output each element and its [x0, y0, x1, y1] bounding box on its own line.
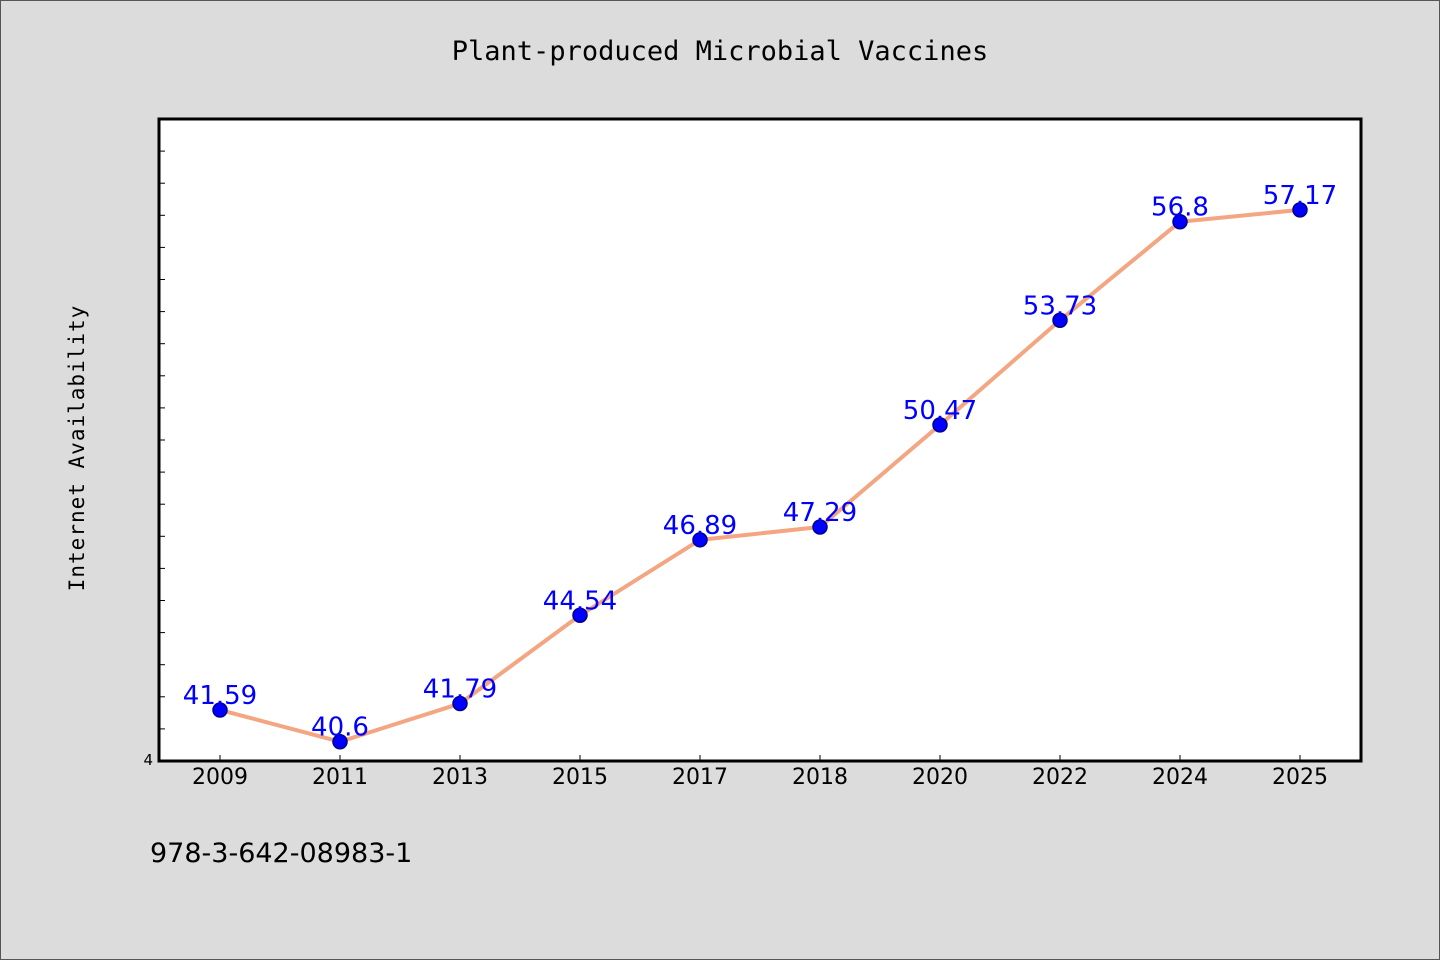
x-tick-label: 2015: [552, 765, 608, 790]
data-label: 44.54: [543, 586, 617, 616]
data-point-marker: [1172, 213, 1188, 230]
data-point-marker: [452, 695, 468, 712]
data-point-marker: [212, 702, 228, 718]
data-label: 46.89: [663, 511, 737, 541]
data-label: 50.47: [903, 396, 977, 426]
data-point-marker: [332, 733, 348, 750]
x-tick-label: 2009: [192, 765, 248, 790]
x-tick-label: 2013: [432, 765, 488, 790]
data-label: 56.8: [1151, 193, 1209, 223]
data-label: 47.29: [783, 498, 857, 528]
data-label: 41.79: [423, 675, 497, 705]
x-tick-label: 2024: [1152, 765, 1208, 790]
data-label: 40.6: [311, 713, 369, 743]
y-tick-label: 4: [143, 751, 153, 769]
series-markers-group: [212, 202, 1308, 750]
series-line: [218, 207, 1302, 744]
y-axis-ticks: 4: [143, 150, 165, 769]
data-label: 41.59: [183, 681, 257, 711]
x-tick-label: 2025: [1272, 765, 1328, 790]
data-point-marker: [572, 607, 588, 624]
x-axis-ticks: 2009 2011 2013 2015 2017 2018 2020 2022 2024 2025: [192, 755, 1328, 790]
y-axis-label: Internet Availability: [65, 305, 89, 592]
x-tick-label: 2022: [1032, 765, 1088, 790]
x-tick-label: 2011: [312, 765, 368, 790]
chart-title: Plant-produced Microbial Vaccines: [452, 36, 988, 67]
data-point-marker: [932, 417, 948, 433]
isbn-text: 978-3-642-08983-1: [150, 838, 412, 869]
plot-area: [157, 117, 1363, 763]
data-point-marker: [812, 519, 828, 535]
data-label: 57.17: [1263, 181, 1337, 211]
series-line-group: [218, 207, 1302, 744]
data-point-marker: [1292, 202, 1308, 218]
x-tick-label: 2018: [792, 765, 848, 790]
x-tick-label: 2017: [672, 765, 728, 790]
data-labels-group: 41.59 40.6 41.79 44.54 46.89 47.29 50.47 53.73 5…: [183, 181, 1337, 743]
data-point-marker: [692, 532, 708, 548]
x-tick-label: 2020: [912, 765, 968, 790]
data-label: 53.73: [1023, 291, 1097, 321]
data-point-marker: [1052, 312, 1068, 329]
